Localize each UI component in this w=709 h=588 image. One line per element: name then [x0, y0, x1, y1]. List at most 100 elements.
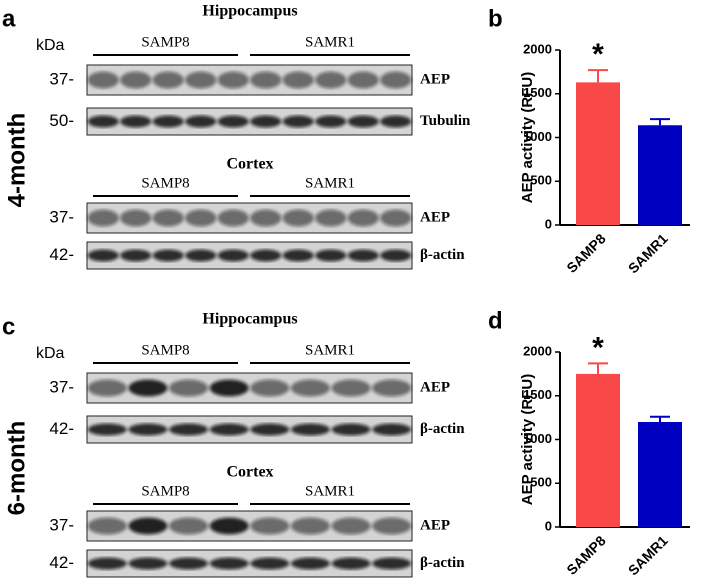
band [87, 379, 127, 397]
y-axis-label: AEP activity (RFU) [519, 374, 536, 505]
band [250, 517, 290, 535]
band [217, 71, 249, 89]
band [282, 209, 314, 227]
group-label: SAMR1 [305, 34, 355, 50]
panel-label: d [488, 307, 503, 334]
band [250, 423, 290, 436]
band [315, 209, 347, 227]
band [209, 517, 249, 535]
y-tick-label: 2000 [523, 343, 552, 358]
marker-label: 42- [49, 553, 74, 572]
protein-label: Tubulin [420, 113, 471, 129]
y-tick-label: 0 [545, 518, 552, 533]
group-label: SAMP8 [141, 342, 189, 358]
band [282, 115, 314, 128]
region-title: Hippocampus [202, 311, 297, 328]
band [87, 423, 127, 436]
y-tick-label: 1500 [523, 85, 552, 100]
bands [87, 517, 412, 535]
y-tick-label: 0 [545, 216, 552, 231]
unit-label: kDa [36, 345, 65, 362]
band [282, 71, 314, 89]
panel-label: c [2, 313, 15, 340]
band [185, 249, 217, 262]
unit-label: kDa [36, 37, 65, 54]
band [169, 423, 209, 436]
band [87, 557, 127, 570]
band [380, 115, 412, 128]
band [152, 249, 184, 262]
annotation: * [592, 38, 604, 71]
x-tick-label: SAMR1 [625, 532, 671, 578]
bands [87, 423, 412, 436]
band [128, 379, 168, 397]
band [120, 249, 152, 262]
band [372, 423, 412, 436]
band [290, 517, 330, 535]
y-tick-label: 1500 [523, 387, 552, 402]
y-tick-label: 2000 [523, 41, 552, 56]
panel-label: b [488, 5, 503, 32]
band [152, 71, 184, 89]
band [380, 71, 412, 89]
group-label: SAMP8 [141, 175, 189, 191]
band [217, 115, 249, 128]
protein-label: β-actin [420, 555, 465, 571]
bands [87, 379, 412, 397]
band [87, 517, 127, 535]
band [87, 209, 119, 227]
band [282, 249, 314, 262]
band [315, 71, 347, 89]
band [185, 209, 217, 227]
band [87, 249, 119, 262]
band [331, 517, 371, 535]
band [152, 209, 184, 227]
band [250, 209, 282, 227]
marker-label: 37- [49, 377, 74, 396]
band [250, 115, 282, 128]
y-tick-label: 1000 [523, 431, 552, 446]
band [250, 71, 282, 89]
band [87, 71, 119, 89]
panel-label: a [2, 5, 16, 32]
bands [87, 209, 412, 227]
annotation: * [592, 331, 604, 364]
band [331, 423, 371, 436]
region-title: Cortex [226, 156, 273, 173]
band [331, 557, 371, 570]
region-title: Hippocampus [202, 3, 297, 20]
band [315, 115, 347, 128]
group-label: SAMR1 [305, 483, 355, 499]
marker-label: 37- [49, 515, 74, 534]
y-axis-label: AEP activity (RFU) [519, 72, 536, 203]
marker-label: 37- [49, 207, 74, 226]
bar [576, 82, 620, 225]
band [209, 379, 249, 397]
y-tick-label: 500 [530, 173, 552, 188]
band [372, 517, 412, 535]
band [169, 379, 209, 397]
band [87, 115, 119, 128]
x-tick-label: SAMP8 [563, 532, 609, 578]
band [209, 423, 249, 436]
marker-label: 42- [49, 245, 74, 264]
band [128, 423, 168, 436]
x-tick-label: SAMR1 [625, 230, 671, 276]
x-tick-label: SAMP8 [563, 230, 609, 276]
band [315, 249, 347, 262]
age-label: 6-month [3, 421, 30, 516]
group-label: SAMP8 [141, 483, 189, 499]
band [347, 115, 379, 128]
marker-label: 50- [49, 111, 74, 130]
band [250, 557, 290, 570]
group-label: SAMR1 [305, 175, 355, 191]
protein-label: AEP [420, 379, 450, 395]
band [120, 71, 152, 89]
band [152, 115, 184, 128]
band [209, 557, 249, 570]
bar [638, 125, 682, 225]
band [217, 209, 249, 227]
y-tick-label: 500 [530, 475, 552, 490]
band [347, 209, 379, 227]
